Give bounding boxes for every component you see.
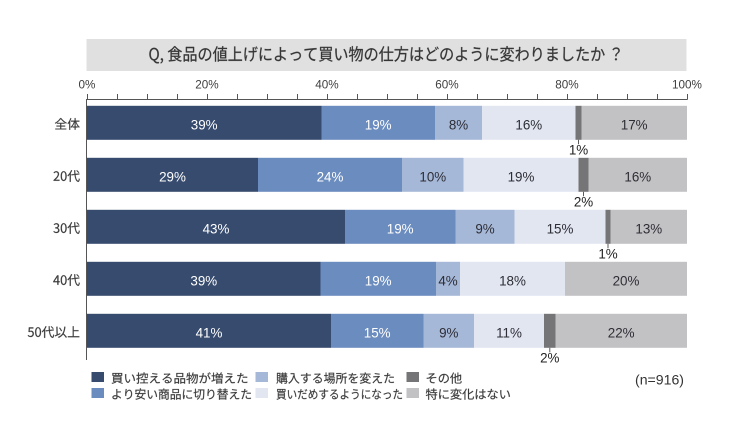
svg-text:1%: 1% — [598, 247, 617, 262]
svg-text:17%: 17% — [621, 118, 648, 133]
svg-text:41%: 41% — [196, 326, 223, 341]
svg-text:40%: 40% — [315, 79, 338, 92]
svg-text:19%: 19% — [365, 118, 392, 133]
svg-text:80%: 80% — [555, 79, 578, 92]
svg-text:9%: 9% — [439, 326, 458, 341]
svg-text:39%: 39% — [190, 274, 217, 289]
svg-text:19%: 19% — [365, 274, 392, 289]
svg-text:19%: 19% — [508, 170, 535, 185]
svg-text:2%: 2% — [540, 351, 559, 366]
svg-text:100%: 100% — [672, 79, 702, 92]
svg-text:4%: 4% — [438, 274, 457, 289]
svg-text:1%: 1% — [569, 143, 588, 158]
svg-text:20%: 20% — [195, 79, 218, 92]
svg-text:20%: 20% — [613, 274, 640, 289]
svg-text:2%: 2% — [574, 195, 593, 210]
svg-text:15%: 15% — [364, 326, 391, 341]
svg-text:15%: 15% — [547, 222, 574, 237]
svg-text:11%: 11% — [496, 326, 522, 341]
svg-text:22%: 22% — [608, 326, 635, 341]
svg-text:60%: 60% — [435, 79, 458, 92]
svg-text:16%: 16% — [624, 170, 651, 185]
svg-text:(n=916): (n=916) — [635, 372, 684, 388]
svg-text:19%: 19% — [387, 222, 414, 237]
svg-text:39%: 39% — [191, 118, 218, 133]
svg-text:0%: 0% — [79, 79, 96, 92]
svg-text:16%: 16% — [515, 118, 542, 133]
svg-text:10%: 10% — [419, 170, 446, 185]
svg-text:8%: 8% — [449, 118, 468, 133]
svg-text:29%: 29% — [159, 170, 186, 185]
svg-text:13%: 13% — [635, 222, 662, 237]
svg-text:24%: 24% — [317, 170, 344, 185]
svg-text:18%: 18% — [499, 274, 526, 289]
svg-text:9%: 9% — [475, 222, 494, 237]
svg-text:43%: 43% — [203, 222, 230, 237]
